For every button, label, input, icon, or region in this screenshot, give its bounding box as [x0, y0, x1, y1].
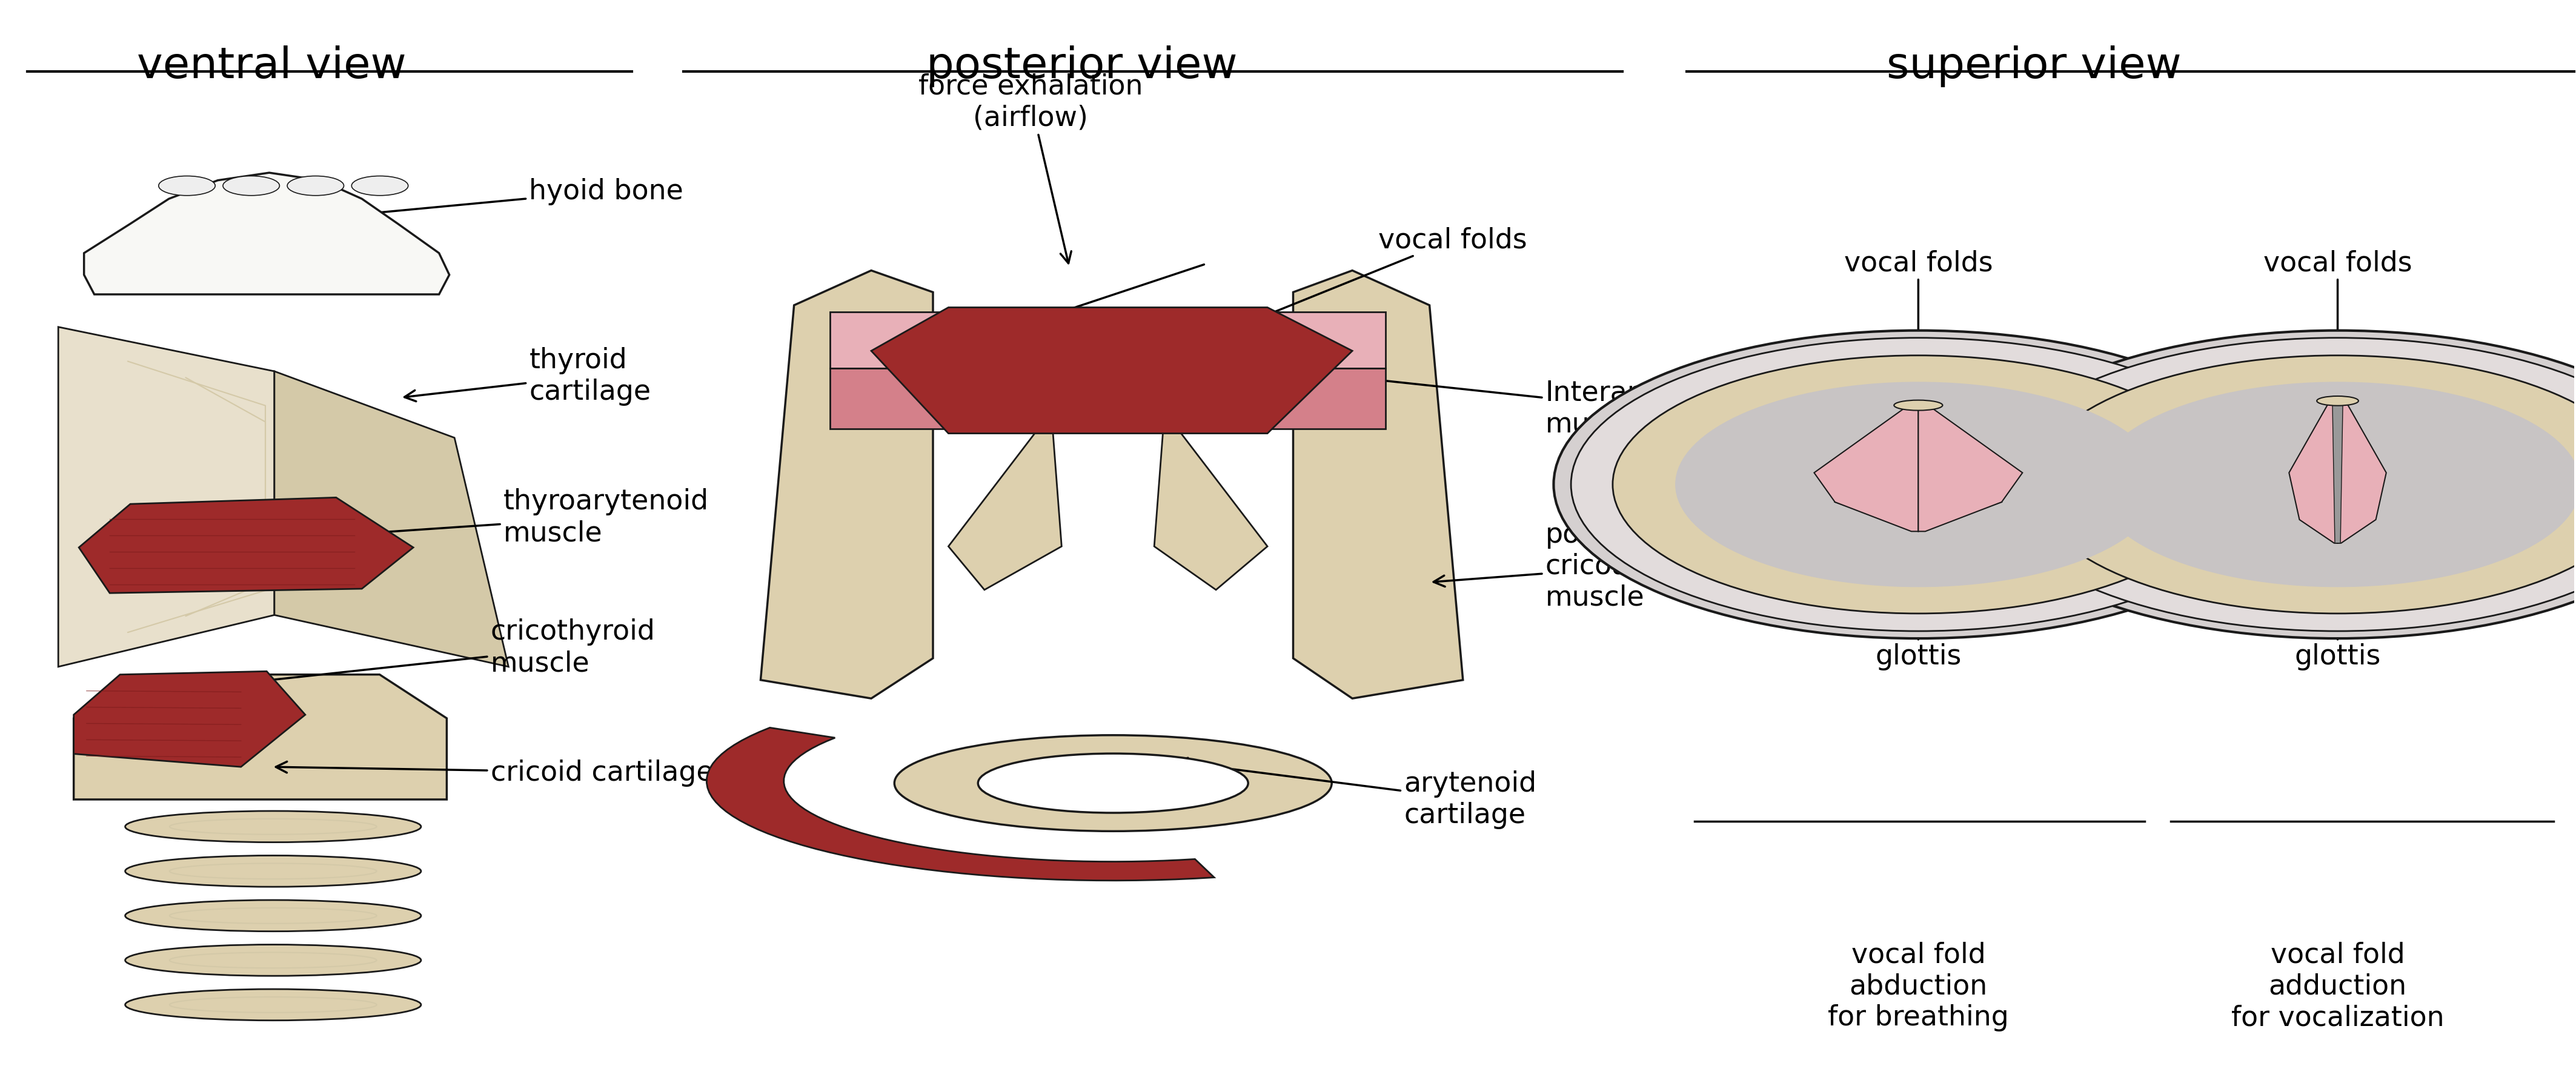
Ellipse shape	[224, 176, 281, 196]
Ellipse shape	[126, 811, 420, 843]
Polygon shape	[1154, 412, 1267, 590]
Text: cricothyroid
muscle: cricothyroid muscle	[224, 619, 654, 689]
Polygon shape	[59, 328, 276, 666]
Polygon shape	[871, 308, 1352, 433]
Circle shape	[1571, 339, 2267, 632]
Circle shape	[2032, 356, 2576, 614]
Ellipse shape	[350, 176, 407, 196]
Text: hyoid bone: hyoid bone	[263, 178, 683, 229]
Ellipse shape	[979, 754, 1249, 813]
Text: posterior view: posterior view	[927, 45, 1239, 87]
Polygon shape	[829, 369, 1386, 429]
Polygon shape	[829, 313, 1386, 369]
Text: thyroarytenoid
muscle: thyroarytenoid muscle	[289, 488, 708, 547]
Polygon shape	[85, 173, 448, 295]
Polygon shape	[1919, 408, 2022, 531]
Polygon shape	[1293, 271, 1463, 699]
Text: cricoid cartilage: cricoid cartilage	[276, 759, 714, 786]
Polygon shape	[2331, 403, 2342, 543]
Circle shape	[1973, 331, 2576, 638]
Text: vocal folds: vocal folds	[1226, 227, 1528, 332]
Ellipse shape	[126, 901, 420, 931]
Polygon shape	[80, 498, 412, 594]
Text: vocal folds: vocal folds	[2264, 249, 2411, 360]
Text: vocal fold
abduction
for breathing: vocal fold abduction for breathing	[1829, 941, 2009, 1031]
Polygon shape	[706, 727, 1213, 881]
Ellipse shape	[2316, 396, 2360, 406]
Ellipse shape	[126, 989, 420, 1020]
Polygon shape	[2290, 403, 2336, 543]
Polygon shape	[276, 371, 507, 666]
Circle shape	[1674, 382, 2161, 587]
Polygon shape	[1814, 408, 1919, 531]
Polygon shape	[2336, 403, 2385, 543]
Ellipse shape	[160, 176, 216, 196]
Ellipse shape	[289, 176, 343, 196]
Text: arytenoid
cartilage: arytenoid cartilage	[1177, 758, 1535, 829]
Polygon shape	[75, 672, 304, 767]
Polygon shape	[948, 412, 1061, 590]
Text: thyroid
cartilage: thyroid cartilage	[404, 347, 652, 405]
Text: force exhalation
(airflow): force exhalation (airflow)	[920, 73, 1144, 264]
Polygon shape	[760, 271, 933, 699]
Ellipse shape	[126, 856, 420, 886]
Circle shape	[1613, 356, 2223, 614]
Ellipse shape	[1893, 401, 1942, 411]
Text: superior view: superior view	[1886, 45, 2182, 87]
Ellipse shape	[894, 735, 1332, 831]
Circle shape	[1991, 339, 2576, 632]
Polygon shape	[1834, 408, 2002, 531]
Circle shape	[2094, 382, 2576, 587]
Circle shape	[1553, 331, 2282, 638]
Text: posterior
cricoarytenoid
muscle: posterior cricoarytenoid muscle	[1432, 522, 1744, 611]
Text: Interarytenoid
muscle: Interarytenoid muscle	[1293, 367, 1744, 438]
Ellipse shape	[126, 944, 420, 976]
Text: glottis: glottis	[1875, 544, 1960, 671]
Text: glottis: glottis	[2295, 544, 2380, 671]
Text: vocal folds: vocal folds	[1844, 249, 1994, 360]
Text: vocal fold
adduction
for vocalization: vocal fold adduction for vocalization	[2231, 941, 2445, 1031]
Text: ventral view: ventral view	[137, 45, 407, 87]
Polygon shape	[75, 675, 446, 799]
